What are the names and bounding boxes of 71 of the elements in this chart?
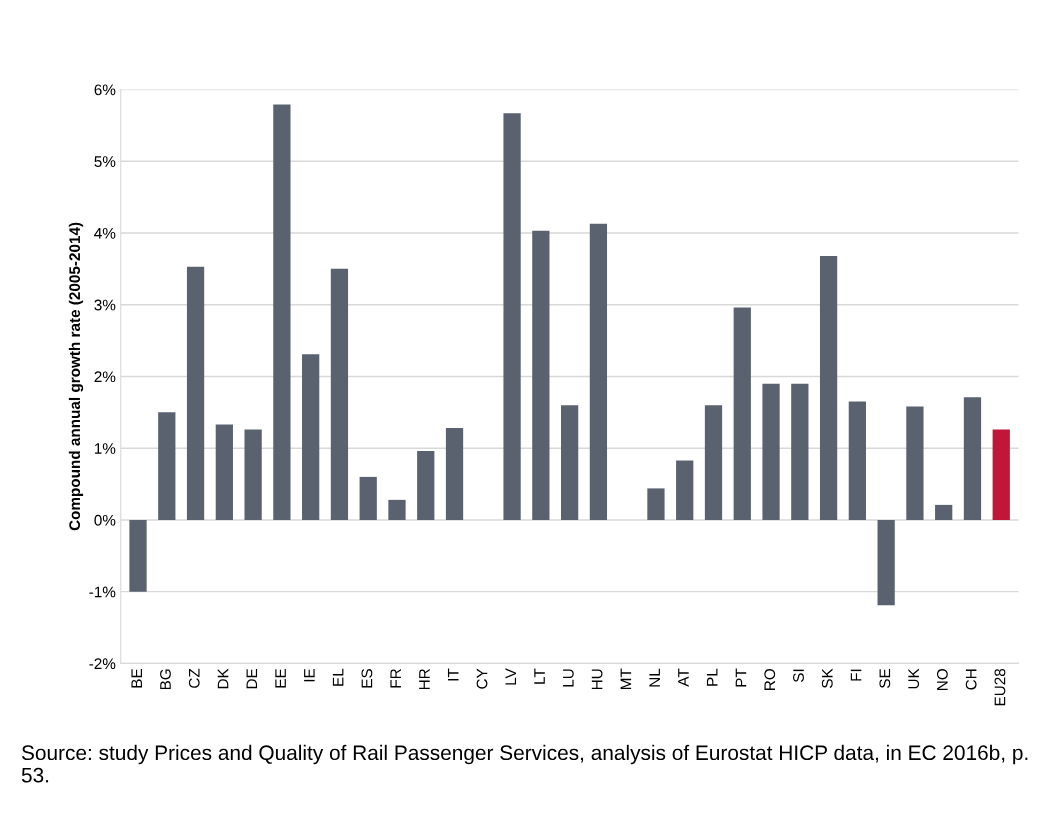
y-axis-title: Compound annual growth rate (2005-2014): [68, 222, 84, 531]
bar: [388, 499, 406, 520]
x-tick-label: IT: [447, 668, 459, 681]
x-tick-label: SK: [821, 668, 833, 688]
x-tick-label: HR: [419, 668, 430, 690]
bar: [158, 412, 176, 520]
y-tick-label: 0%: [94, 514, 116, 526]
bar: [935, 504, 953, 520]
y-tick-label: 4%: [94, 227, 116, 239]
source-note: Source: study Prices and Quality of Rail Passenger Services, analysis of Eurostat HICP data, in EC 2016b, p. 53.: [21, 744, 1028, 783]
x-tick-label: LT: [534, 668, 545, 684]
bar: [704, 405, 723, 520]
x-tick-label: BG: [160, 669, 171, 690]
bar: [963, 397, 982, 520]
x-tick-label: LU: [563, 669, 574, 687]
y-tick-label: -2%: [89, 658, 116, 670]
bar: [302, 354, 320, 520]
x-tick-label: CH: [965, 669, 977, 690]
x-tick-label: LV: [505, 668, 517, 685]
bar: [215, 424, 233, 520]
bar: [906, 406, 924, 520]
x-tick-label: EE: [275, 668, 286, 688]
x-tick-label: FI: [850, 669, 862, 681]
x-tick-label: PT: [735, 668, 747, 687]
bar: [532, 230, 550, 520]
x-tick-label: RO: [764, 669, 776, 690]
bar: [244, 429, 262, 520]
x-tick-label: SI: [793, 669, 804, 683]
x-tick-label: MT: [620, 668, 632, 690]
bar: [186, 266, 205, 520]
bar: [503, 113, 521, 520]
y-tick-label: -1%: [89, 586, 116, 598]
bar: [560, 405, 579, 520]
y-tick-label: 1%: [94, 443, 116, 454]
y-tick-label: 6%: [94, 84, 116, 96]
x-tick-label: SE: [879, 668, 891, 688]
x-tick-label: NO: [936, 669, 948, 690]
x-tick-label: DE: [246, 668, 258, 689]
x-tick-label: ES: [361, 668, 373, 688]
bar: [733, 307, 751, 520]
x-tick-label: PL: [706, 668, 718, 686]
bar: [129, 519, 147, 592]
x-tick-label: BE: [131, 668, 142, 688]
bar: [589, 223, 608, 520]
x-tick-label: EL: [332, 668, 344, 686]
bar: [330, 268, 349, 520]
x-tick-label: IE: [304, 668, 315, 682]
bar: [819, 255, 838, 520]
x-tick-label: FR: [390, 668, 401, 688]
bar: [417, 451, 435, 520]
bar: [359, 476, 377, 520]
x-tick-label: EU28: [994, 668, 1006, 706]
bar: [791, 383, 809, 520]
bar: [273, 104, 291, 520]
bar: [676, 460, 694, 520]
bar: [445, 428, 464, 520]
bar: [762, 383, 780, 520]
bar: [647, 488, 665, 520]
x-tick-label: CY: [476, 668, 488, 689]
x-tick-label: NL: [649, 668, 660, 687]
bar: [992, 429, 1010, 520]
y-tick-label: 3%: [94, 299, 116, 311]
x-tick-label: CZ: [188, 668, 200, 688]
bar: [848, 401, 866, 520]
x-tick-label: AT: [678, 668, 689, 687]
y-tick-label: 2%: [94, 371, 116, 383]
y-tick-label: 5%: [94, 156, 116, 167]
x-tick-label: UK: [908, 668, 920, 689]
bar: [877, 519, 895, 606]
x-tick-label: DK: [217, 668, 229, 689]
x-tick-label: HU: [591, 669, 603, 690]
